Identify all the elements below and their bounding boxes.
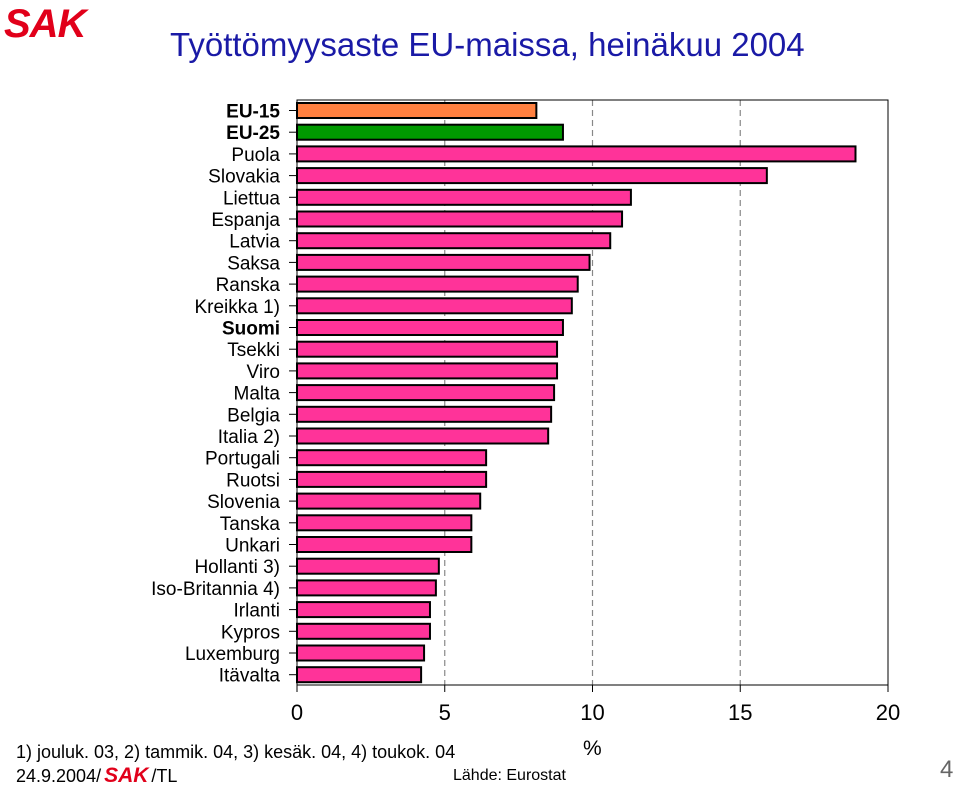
x-tick-label: 15: [728, 700, 752, 725]
bar: [296, 297, 573, 315]
category-label: Saksa: [227, 253, 280, 274]
bar: [296, 644, 426, 662]
footnote: 1) jouluk. 03, 2) tammik. 04, 3) kesäk. …: [16, 742, 456, 762]
footer-date: 24.9.2004/: [16, 766, 102, 786]
bar: [296, 188, 632, 206]
bar: [296, 492, 482, 510]
bar: [296, 145, 857, 163]
category-label: Slovenia: [207, 492, 280, 513]
category-label: Portugali: [205, 449, 280, 470]
bar: [296, 622, 431, 640]
chart-title: Työttömyysaste EU-maissa, heinäkuu 2004: [170, 26, 805, 63]
footer-author: /TL: [151, 766, 178, 786]
bar: [296, 253, 591, 271]
bar: [296, 275, 579, 293]
category-label: Slovakia: [208, 167, 280, 188]
sak-logo: SAK: [4, 2, 86, 46]
category-label: Iso-Britannia 4): [151, 579, 280, 600]
category-label: Itävalta: [219, 666, 281, 687]
category-label: Tsekki: [227, 340, 280, 361]
page-number: 4: [940, 756, 954, 783]
bar: [296, 557, 440, 575]
category-label: Unkari: [225, 536, 280, 557]
bar: [296, 362, 559, 380]
bar: [296, 405, 553, 423]
category-label: Espanja: [211, 210, 280, 231]
category-label: Hollanti 3): [194, 557, 280, 578]
category-label: Italia 2): [218, 427, 280, 448]
bar: [296, 123, 564, 141]
bar: [296, 666, 423, 684]
bar: [296, 384, 556, 402]
category-label: Latvia: [229, 232, 280, 253]
category-label: Tanska: [220, 514, 281, 535]
bar: [296, 601, 431, 619]
x-tick-label: 0: [291, 700, 303, 725]
category-label: Belgia: [227, 405, 280, 426]
category-label: EU-25: [226, 123, 280, 144]
bar: [296, 340, 559, 358]
footer-date-author: 24.9.2004/ SAK /TL: [16, 764, 177, 788]
category-label: Puola: [231, 145, 280, 166]
category-label: Suomi: [222, 319, 280, 340]
bar: [296, 536, 473, 553]
bar: [296, 579, 437, 597]
bar: [296, 514, 473, 532]
category-label: Ruotsi: [226, 470, 280, 491]
bar: [296, 449, 488, 467]
x-tick-label: 10: [580, 700, 604, 725]
category-label: Luxemburg: [185, 644, 280, 665]
bar: [296, 102, 538, 119]
category-label: Irlanti: [234, 601, 280, 622]
source-label: Lähde: Eurostat: [453, 767, 566, 784]
bar: [296, 427, 550, 445]
footer-sak-logo: SAK: [104, 764, 149, 787]
bar: [296, 232, 612, 250]
category-label: Kypros: [221, 622, 280, 643]
x-tick-label: 20: [876, 700, 900, 725]
category-label: EU-15: [226, 102, 280, 123]
category-label: Liettua: [223, 188, 280, 209]
x-tick-label: 5: [439, 700, 451, 725]
category-label: Malta: [234, 384, 281, 405]
bar: [296, 319, 564, 336]
category-label: Kreikka 1): [194, 297, 280, 318]
bar: [296, 210, 624, 228]
category-label: Viro: [247, 362, 280, 383]
bar: [296, 167, 768, 185]
bar: [296, 470, 488, 488]
x-axis-unit-label: %: [583, 737, 602, 760]
category-label: Ranska: [216, 275, 281, 296]
